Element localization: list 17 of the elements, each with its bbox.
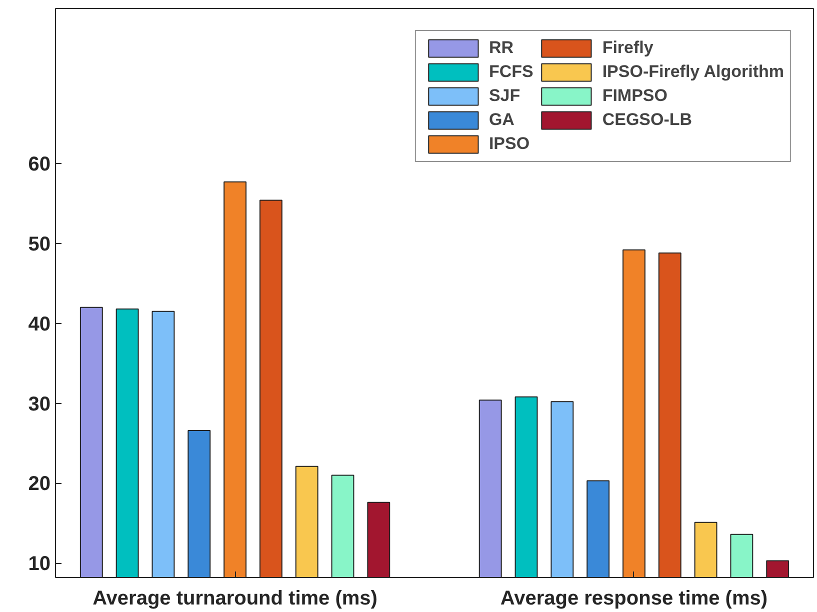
y-tick-label: 20	[28, 473, 51, 496]
legend-label: CEGSO-LB	[602, 109, 692, 131]
y-tick-label: 50	[28, 233, 51, 256]
legend-label: FIMPSO	[602, 85, 668, 107]
legend-label: FCFS	[488, 61, 534, 83]
legend-label: IPSO-Firefly Algorithm	[602, 61, 784, 83]
legend-label: SJF	[488, 85, 520, 107]
y-tick-label: 60	[28, 154, 51, 176]
legend-label: IPSO	[488, 133, 530, 155]
y-tick-label: 30	[28, 393, 51, 416]
legend-label: Firefly	[602, 37, 654, 59]
y-tick-label: 10	[28, 553, 51, 576]
y-tick-label: 40	[28, 313, 51, 336]
x-tick-label: Average response time (ms)	[500, 588, 768, 610]
x-tick-label: Average turnaround time (ms)	[92, 588, 378, 610]
legend-label: RR	[488, 37, 514, 59]
legend-label: GA	[488, 109, 514, 131]
